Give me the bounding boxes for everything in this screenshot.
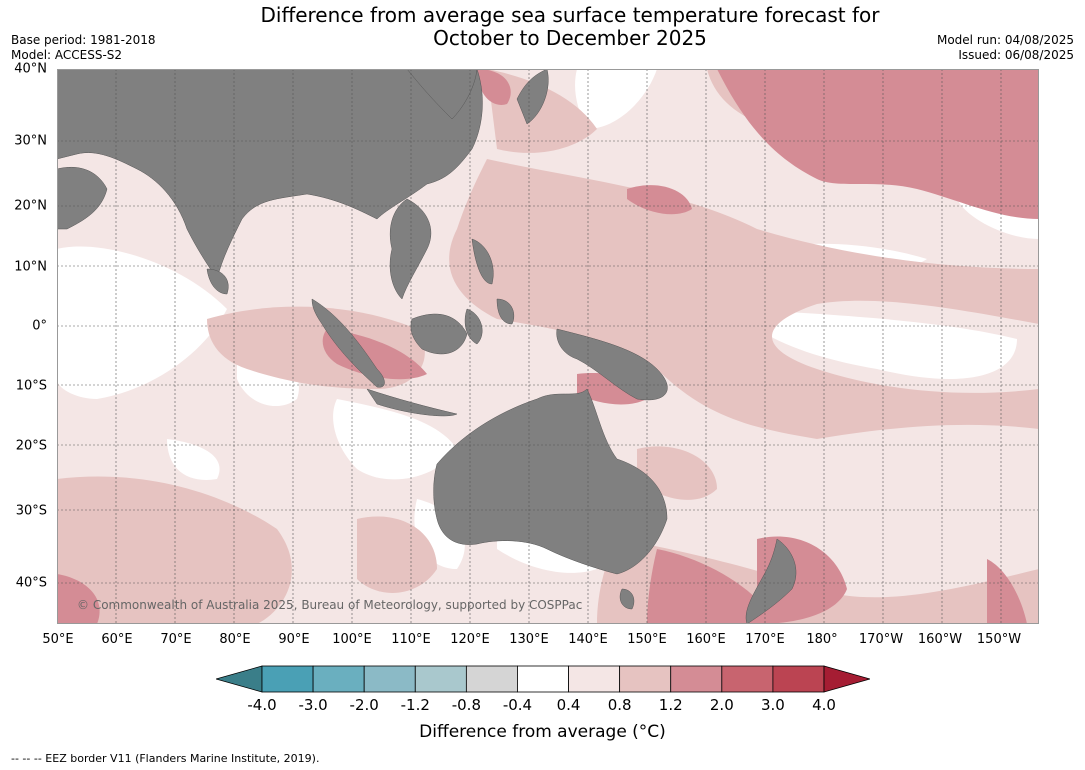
colorbar-tick-label: 3.0 [760,696,785,714]
lon-label: 80°E [219,632,251,647]
title-line-2: October to December 2025 [433,26,707,50]
lon-label: 170°W [858,632,904,647]
lon-label: 60°E [101,632,133,647]
lon-label: 120°E [450,632,490,647]
lat-label: 20°S [15,438,47,454]
lon-label: 100°E [332,632,372,647]
colorbar-tick-label: -1.2 [400,696,430,714]
colorbar-segment [261,665,314,693]
lat-label: 0° [32,318,47,334]
colorbar-title: Difference from average (°C) [419,722,666,742]
lat-label: 10°N [14,259,47,275]
colorbar-segment [414,665,467,693]
lat-label: 40°S [15,575,47,591]
colorbar-segment [465,665,518,693]
colorbar-tick-label: 1.2 [658,696,683,714]
lon-label: 140°E [568,632,608,647]
colorbar-arrow-high [823,665,870,693]
copyright-credit: © Commonwealth of Australia 2025, Bureau… [77,598,583,612]
colorbar-segment [619,665,672,693]
colorbar-segment [772,665,825,693]
lon-label: 110°E [391,632,431,647]
colorbar-tick-label: -2.0 [349,696,379,714]
colorbar-tick-label: 2.0 [709,696,734,714]
lon-label: 160°W [917,632,963,647]
colorbar-tick-label: 0.4 [556,696,581,714]
lon-label: 50°E [42,632,74,647]
lon-label: 180° [806,632,838,647]
colorbar-tick-label: -4.0 [247,696,277,714]
lat-label: 30°S [15,503,47,519]
colorbar-segment [568,665,621,693]
sst-anomaly-map [57,69,1039,624]
map-title: Difference from average sea surface temp… [0,4,1085,50]
lon-label: 70°E [160,632,192,647]
lat-label: 30°N [14,133,47,149]
colorbar-segment [312,665,365,693]
map-border [57,69,1039,624]
model-name: Model: ACCESS-S2 [11,48,123,62]
lat-label: 20°N [14,198,47,214]
issued-date: Issued: 06/08/2025 [958,48,1074,62]
eez-note: -- -- -- EEZ border V11 (Flanders Marine… [11,752,320,765]
colorbar-segment [670,665,723,693]
colorbar-arrow-low [216,665,263,693]
meta-left: Base period: 1981-2018 Model: ACCESS-S2 [11,33,156,63]
colorbar-segment [721,665,774,693]
lon-label: 160°E [686,632,726,647]
colorbar-segment [363,665,416,693]
lat-label: 40°N [14,61,47,77]
lon-label: 150°E [627,632,667,647]
colorbar-tick-label: -0.8 [451,696,481,714]
base-period: Base period: 1981-2018 [11,33,156,47]
lat-label: 10°S [15,378,47,394]
colorbar-tick-label: 0.8 [607,696,632,714]
lon-label: 150°W [976,632,1022,647]
warm-regions [57,69,1039,624]
colorbar-tick-label: -0.4 [502,696,533,714]
land-masses [57,69,797,624]
colorbar-tick-label: -3.0 [298,696,328,714]
colorbar [216,665,870,693]
graticule [57,69,1039,624]
title-line-1: Difference from average sea surface temp… [260,3,880,27]
colorbar-tick-label: 4.0 [812,696,836,714]
lon-label: 90°E [278,632,310,647]
meta-right: Model run: 04/08/2025 Issued: 06/08/2025 [937,33,1074,63]
lon-label: 170°E [745,632,785,647]
model-run: Model run: 04/08/2025 [936,33,1074,47]
colorbar-segment [517,665,569,693]
lon-label: 130°E [509,632,549,647]
